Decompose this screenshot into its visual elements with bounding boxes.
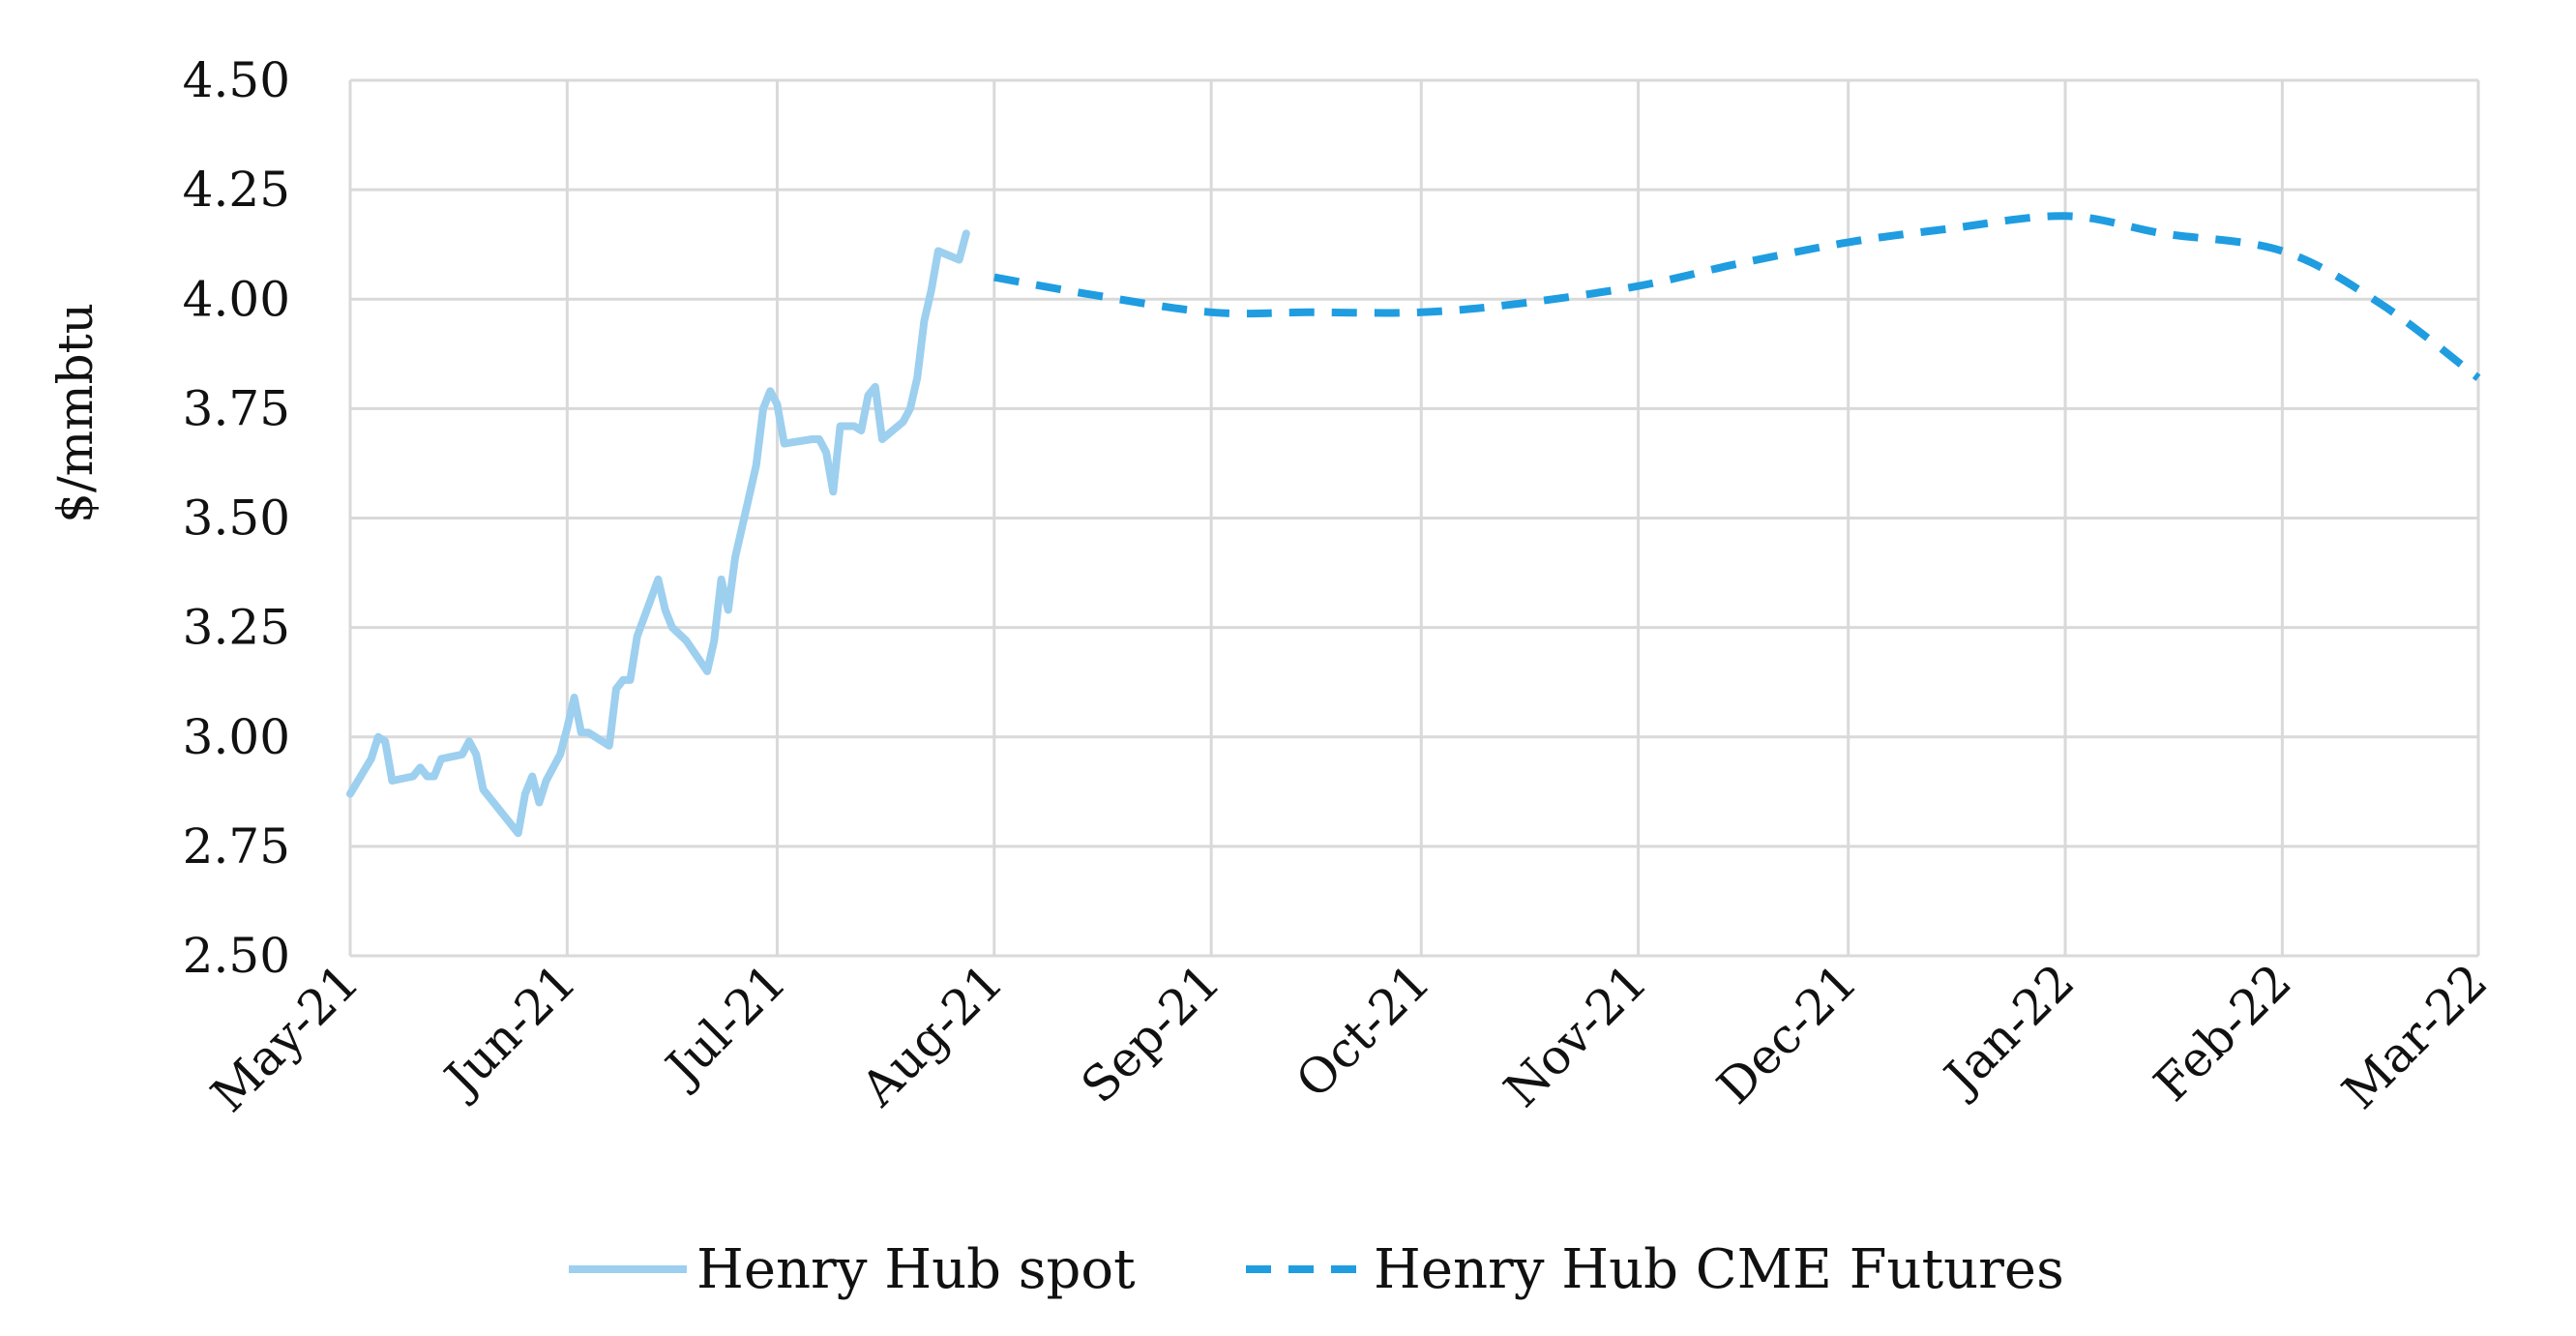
x-tick-label: Feb-22 <box>2144 953 2302 1112</box>
series-line-henry-hub-cme-futures <box>993 212 2481 381</box>
y-tick-label: 4.50 <box>183 52 290 108</box>
legend: Henry Hub spot Henry Hub CME Futures <box>569 1238 2064 1301</box>
x-tick-label: Jul-21 <box>652 953 797 1098</box>
x-tick-label: Nov-21 <box>1494 953 1658 1117</box>
x-tick-label: Mar-22 <box>2331 953 2498 1119</box>
y-axis-tick-labels: 2.50 2.75 3.00 3.25 3.50 3.75 4.00 4.25 4.50 <box>183 52 290 984</box>
x-tick-label: Aug-21 <box>850 953 1015 1117</box>
y-tick-label: 3.00 <box>183 709 290 765</box>
x-tick-label: Oct-21 <box>1286 953 1441 1109</box>
series-line-henry-hub-spot <box>346 229 970 838</box>
y-tick-label: 3.75 <box>183 380 290 436</box>
x-axis-tick-labels: May-21 Jun-21 Jul-21 Aug-21 Sep-21 Oct-21 Nov-… <box>200 953 2498 1122</box>
y-axis-title: $/mmbtu <box>47 303 104 523</box>
y-tick-label: 2.50 <box>183 928 290 984</box>
y-tick-label: 4.00 <box>183 271 290 327</box>
y-tick-label: 2.75 <box>183 818 290 875</box>
x-tick-label: Dec-21 <box>1706 953 1868 1114</box>
legend-label-spot: Henry Hub spot <box>696 1238 1136 1301</box>
y-tick-label: 3.50 <box>183 490 290 547</box>
legend-label-futures: Henry Hub CME Futures <box>1374 1238 2064 1301</box>
x-tick-label: Sep-21 <box>1071 953 1231 1113</box>
series-layer <box>346 212 2481 838</box>
y-tick-label: 4.25 <box>183 162 290 218</box>
x-tick-label: Jan-22 <box>1931 953 2086 1108</box>
gridlines <box>348 78 2480 958</box>
y-tick-label: 3.25 <box>183 600 290 656</box>
x-tick-label: Jun-21 <box>431 953 587 1109</box>
